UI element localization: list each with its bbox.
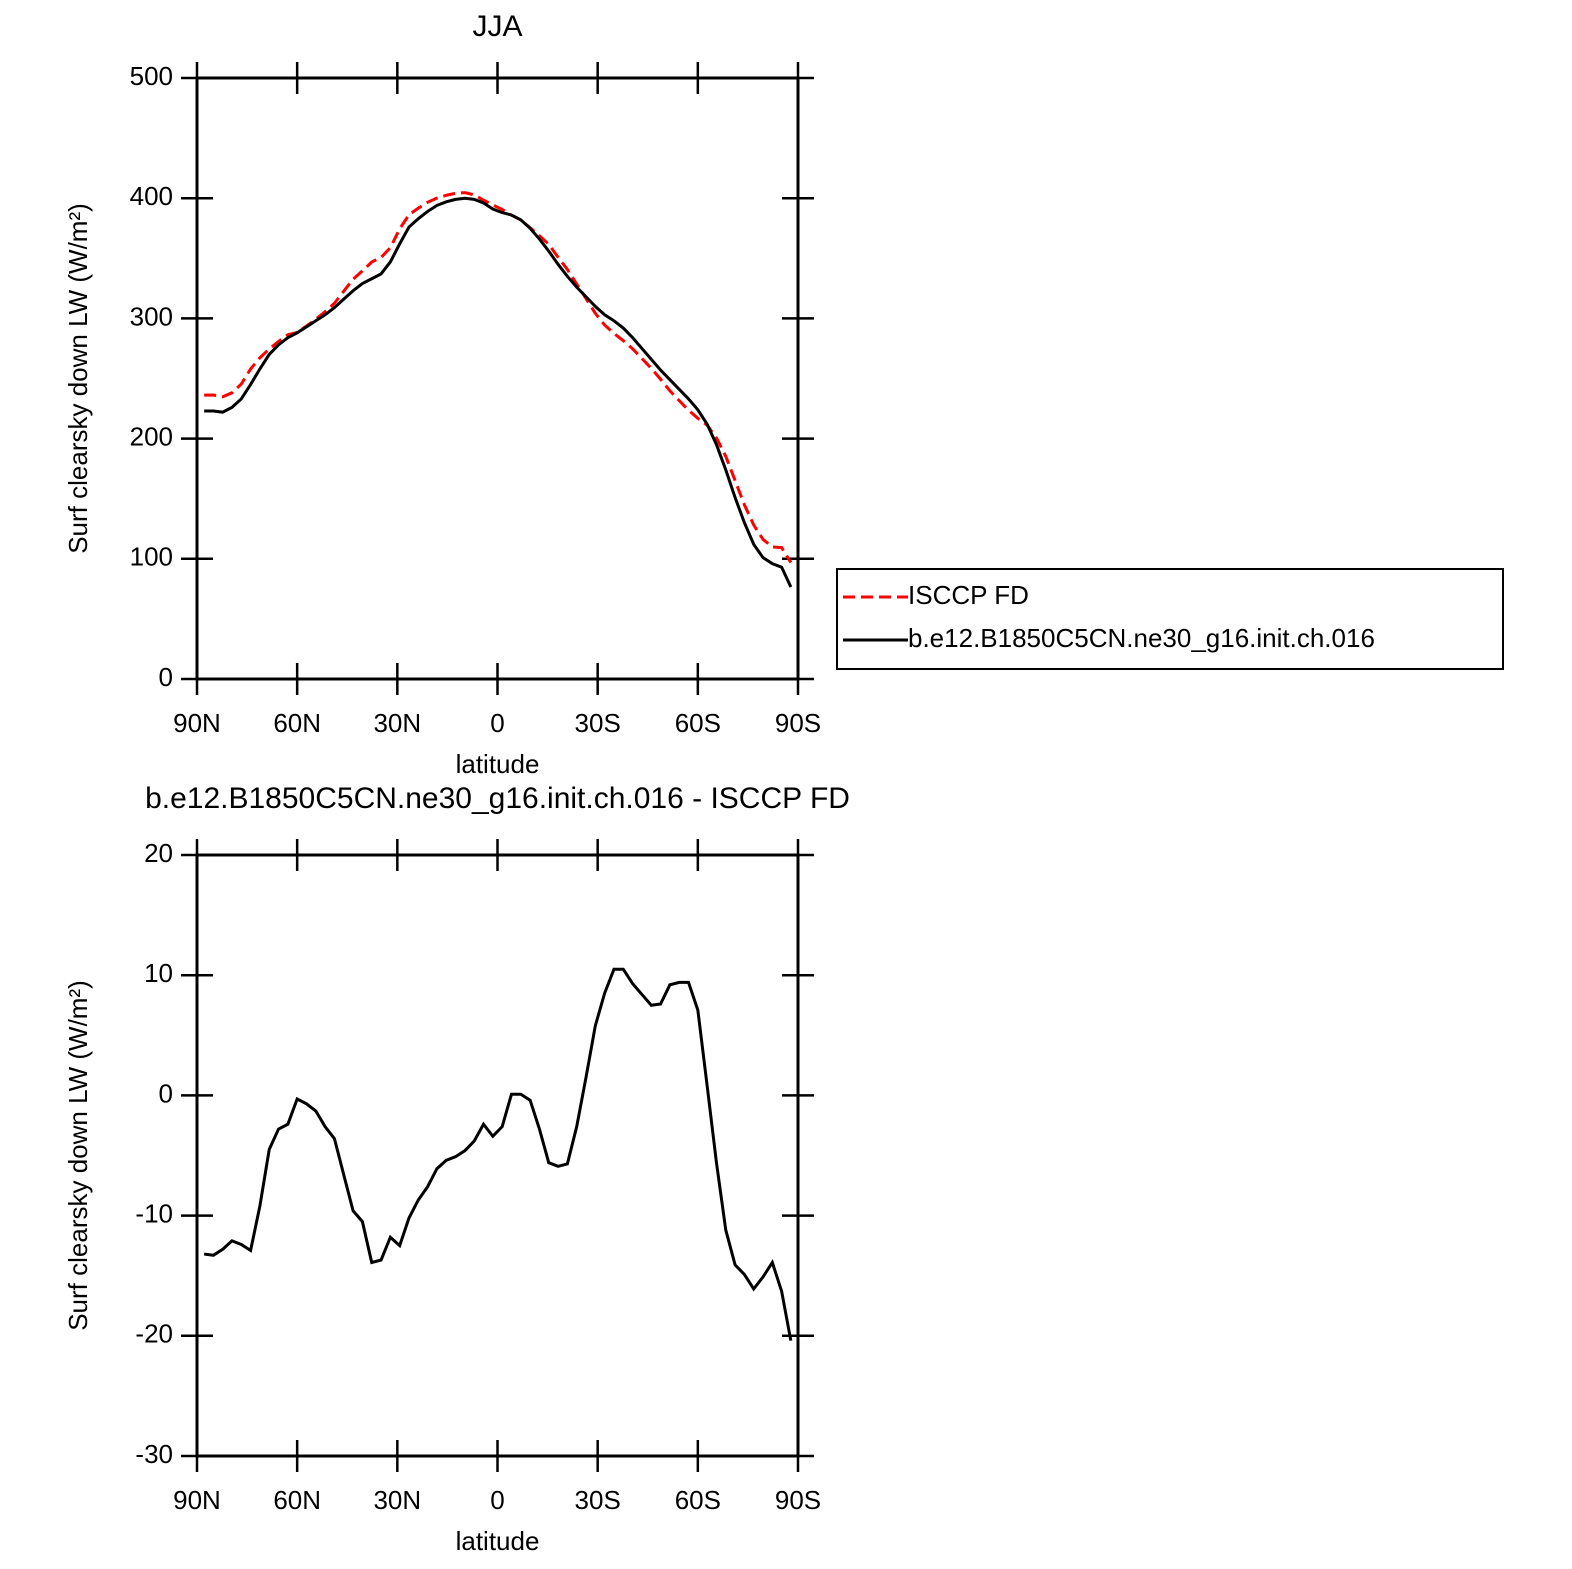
- x-axis-label: latitude: [456, 749, 540, 779]
- data-line: [204, 191, 793, 564]
- data-line: [204, 196, 793, 588]
- plot-frame: [195, 76, 800, 681]
- y-tick-label: 500: [130, 61, 173, 91]
- y-tick-label: -20: [135, 1319, 173, 1349]
- x-tick-label: 60N: [273, 708, 321, 738]
- legend-label: ISCCP FD: [908, 580, 1029, 610]
- y-tick-label: 400: [130, 181, 173, 211]
- y-tick-label: 0: [159, 1078, 173, 1108]
- x-tick-label: 30N: [373, 1485, 421, 1515]
- x-tick-label: 90N: [173, 708, 221, 738]
- y-tick-label: 20: [144, 838, 173, 868]
- y-tick-label: 10: [144, 958, 173, 988]
- x-axis-label: latitude: [456, 1526, 540, 1556]
- chart-title: JJA: [472, 10, 522, 43]
- x-tick-label: 90S: [775, 708, 821, 738]
- y-tick-label: 0: [159, 662, 173, 692]
- y-axis-label: Surf clearsky down LW (W/m²): [63, 980, 93, 1331]
- legend-label: b.e12.B1850C5CN.ne30_g16.init.ch.016: [908, 623, 1375, 653]
- x-tick-label: 30S: [575, 708, 621, 738]
- legend-box: [836, 568, 1504, 670]
- x-tick-label: 60N: [273, 1485, 321, 1515]
- x-tick-label: 30S: [575, 1485, 621, 1515]
- y-tick-label: 300: [130, 301, 173, 331]
- y-tick-label: -30: [135, 1439, 173, 1469]
- x-tick-label: 90S: [775, 1485, 821, 1515]
- x-tick-label: 60S: [675, 1485, 721, 1515]
- plot-frame: [195, 853, 800, 1458]
- x-tick-label: 0: [490, 1485, 504, 1515]
- x-tick-label: 0: [490, 708, 504, 738]
- x-tick-label: 60S: [675, 708, 721, 738]
- x-tick-label: 90N: [173, 1485, 221, 1515]
- y-tick-label: 200: [130, 421, 173, 451]
- y-axis-label: Surf clearsky down LW (W/m²): [63, 203, 93, 554]
- y-tick-label: 100: [130, 542, 173, 572]
- y-tick-label: -10: [135, 1198, 173, 1228]
- x-tick-label: 30N: [373, 708, 421, 738]
- chart-title: b.e12.B1850C5CN.ne30_g16.init.ch.016 - I…: [145, 782, 850, 815]
- data-line: [203, 967, 793, 1341]
